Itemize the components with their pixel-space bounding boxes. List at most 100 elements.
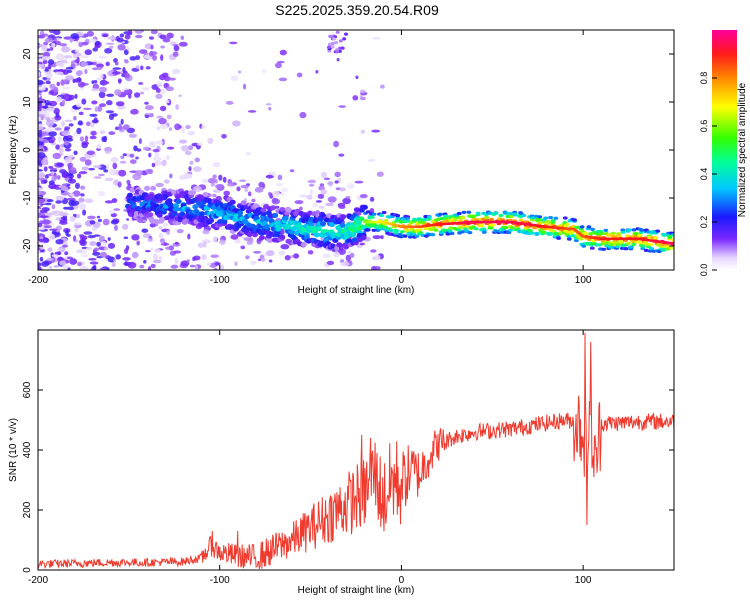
spectrogram-noise-cell [44,174,50,179]
spectrogram-noise-cell [150,30,158,35]
spectrogram-noise-cell [39,238,44,243]
spectrogram-ridge-cell [471,214,476,218]
snr-y-tick-label: 0 [22,567,33,573]
spectrogram-noise-cell [201,178,211,184]
spectrogram-noise-cell [268,191,272,197]
spectrogram-noise-cell [246,240,253,245]
spectrogram-ridge-cell [553,232,559,236]
spectrogram-noise-cell [123,124,130,130]
spectrogram-ridge-cell [479,223,485,228]
spectrogram-ridge-cell [629,245,634,249]
spectrogram-noise-cell [271,198,280,205]
spectrogram-ridge-cell [353,207,360,213]
spectrogram-ridge-cell [272,213,279,218]
spectrogram-noise-cell [147,168,154,175]
spectrogram-ridge-cell [199,211,205,217]
spectrogram-noise-cell [206,262,212,266]
spectrogram-noise-cell [93,176,102,179]
spectrogram-ridge-cell [671,233,674,237]
spectrogram-ridge-cell [648,242,654,246]
spectrogram-noise-cell [240,184,249,189]
spectrogram-noise-cell [54,71,64,76]
spectrogram-noise-cell [67,256,73,260]
spectrogram-ridge-cell [578,237,584,241]
spectrogram-noise-cell [165,246,171,250]
spectrogram-noise-cell [63,140,70,146]
spectrogram-noise-cell [253,250,262,254]
spectrogram-noise-cell [118,123,122,130]
spectrogram-noise-cell [152,253,159,261]
spectrogram-noise-cell [107,237,111,241]
spectrogram-ridge-cell [426,215,432,219]
spectrogram-ridge-cell [237,210,244,216]
spectrogram-noise-cell [59,169,67,174]
spectrogram-noise-cell [232,120,241,127]
spectrogram-noise-cell [38,187,43,191]
spectrogram-noise-cell [164,76,171,82]
spectrogram-noise-cell [215,184,224,189]
spectrogram-noise-cell [123,49,129,56]
spectrogram-noise-cell [158,225,163,230]
spectrogram-noise-cell [45,102,52,106]
spectrogram-noise-cell [68,199,76,207]
spectrogram-noise-cell [39,209,48,214]
spectrogram-noise-cell [87,215,96,220]
spectrogram-noise-cell [161,159,167,167]
spectrogram-noise-cell [278,77,287,82]
spectrogram-noise-cell [77,70,83,76]
spectrogram-noise-cell [262,69,266,74]
spectrogram-noise-cell [326,45,331,49]
spectrogram-ridge-cell [253,215,260,221]
spectrogram-noise-cell [342,37,347,41]
spectrogram-y-label: Frequency (Hz) [8,116,19,185]
spectrogram-noise-cell [160,54,164,61]
spectrogram-ridge-cell [640,244,646,248]
spectrogram-ridge-cell [636,240,642,244]
spectrogram-noise-cell [38,222,43,228]
spectrogram-noise-cell [140,65,144,71]
spectrogram-noise-cell [53,175,58,180]
spectrogram-ridge-cell [260,211,267,217]
spectrogram-noise-cell [334,171,341,178]
spectrogram-noise-cell [124,34,131,40]
spectrogram-ridge-cell [270,205,276,211]
spectrogram-ridge-cell [421,221,427,225]
spectrogram-noise-cell [188,145,194,151]
spectrogram-noise-cell [73,54,79,59]
spectrogram-ridge-cell [625,234,631,238]
spectrogram-ridge-cell [430,233,436,237]
spectrogram-noise-cell [144,105,154,111]
spectrogram-y-tick-label: -20 [22,238,33,253]
spectrogram-noise-cell [229,41,238,45]
spectrogram-noise-cell [41,102,46,106]
spectrogram-ridge-cell [339,222,346,228]
colorbar-gradient [712,30,737,270]
spectrogram-ridge-cell [329,222,336,228]
spectrogram-noise-cell [89,135,97,140]
spectrogram-noise-cell [84,49,93,56]
spectrogram-noise-cell [59,60,68,63]
snr-x-ticks: -200 -100 0 100 [28,330,592,586]
spectrogram-noise-cell [268,106,272,111]
spectrogram-y-tick-label: -10 [22,190,33,205]
spectrogram-noise-cell [93,247,99,252]
spectrogram-ridge-cell [620,230,626,234]
spectrogram-noise-cell [38,71,41,77]
spectrogram-noise-cell [275,62,282,69]
spectrogram-ridge-cell [127,192,133,198]
spectrogram-noise-cell [174,123,181,131]
spectrogram-noise-cell [64,156,73,163]
spectrogram-noise-cell [51,210,57,215]
spectrogram-noise-cell [250,260,257,265]
spectrogram-ridge-cell [371,228,377,232]
spectrogram-noise-cell [114,61,119,66]
spectrogram-noise-cell [126,218,130,221]
spectrogram-noise-cell [126,179,131,185]
spectrogram-noise-cell [48,140,55,144]
spectrogram-y-tick-label: 10 [22,96,33,108]
spectrogram-ridge-cell [536,221,542,226]
spectrogram-noise-cell [201,254,207,261]
spectrogram-noise-cell [338,187,346,192]
spectrogram-ridge-cell [456,211,462,216]
spectrogram-noise-cell [89,220,96,225]
